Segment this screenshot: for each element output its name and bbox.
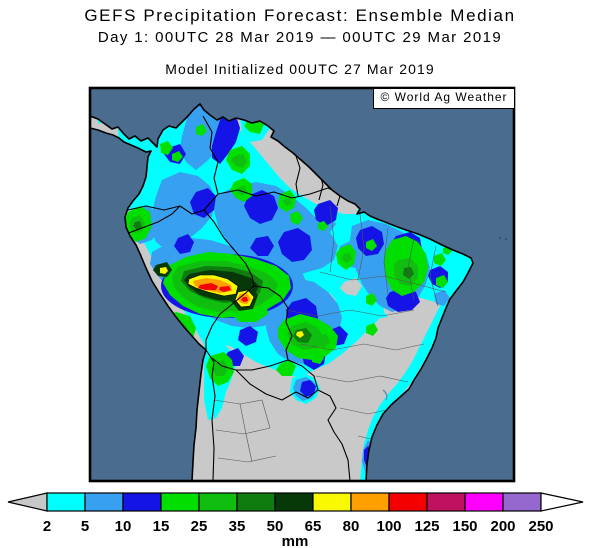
colorbar-cell-65-80: [312, 492, 352, 512]
colorbar-tick-150: 150: [452, 518, 477, 535]
colorbar-tick-10: 10: [115, 518, 132, 535]
colorbar-tick-125: 125: [414, 518, 439, 535]
colorbar-tick-250: 250: [528, 518, 553, 535]
colorbar-tick-80: 80: [343, 518, 360, 535]
forecast-period: Day 1: 00UTC 28 Mar 2019 — 00UTC 29 Mar …: [97, 29, 503, 46]
state-borders: [213, 205, 447, 463]
colorbar-cell-15-25: [160, 492, 200, 512]
colorbar-cell-10-15: [122, 492, 162, 512]
colorbar-cell-125-150: [426, 492, 466, 512]
model-init-time: Model Initialized 00UTC 27 Mar 2019: [165, 61, 435, 77]
colorbar-cell-80-100: [350, 492, 390, 512]
colorbar-left-arrow: [7, 492, 48, 512]
colorbar-tick-5: 5: [81, 518, 89, 535]
colorbar-right-arrow: [540, 492, 584, 512]
colorbar-cell-100-125: [388, 492, 428, 512]
colorbar-cell-200-250: [502, 492, 542, 512]
river-mark: [382, 389, 388, 401]
colorbar-tick-25: 25: [191, 518, 208, 535]
colorbar-tick-200: 200: [490, 518, 515, 535]
colorbar-cell-50-65: [274, 492, 314, 512]
colorbar-cell-25-35: [198, 492, 238, 512]
colorbar-tick-35: 35: [229, 518, 246, 535]
map-frame: [88, 86, 516, 483]
colorbar-cell-5-10: [84, 492, 124, 512]
colorbar-tick-100: 100: [376, 518, 401, 535]
copyright-watermark: © World Ag Weather: [373, 88, 515, 109]
page-title: GEFS Precipitation Forecast: Ensemble Me…: [84, 6, 516, 25]
colorbar-cell-35-50: [236, 492, 276, 512]
colorbar-cell-150-200: [464, 492, 504, 512]
colorbar-tick-2: 2: [43, 518, 51, 535]
colorbar-tick-50: 50: [267, 518, 284, 535]
colorbar-unit: mm: [282, 533, 309, 548]
colorbar-cell-2-5: [46, 492, 86, 512]
colorbar-tick-65: 65: [305, 518, 322, 535]
colorbar-tick-15: 15: [153, 518, 170, 535]
